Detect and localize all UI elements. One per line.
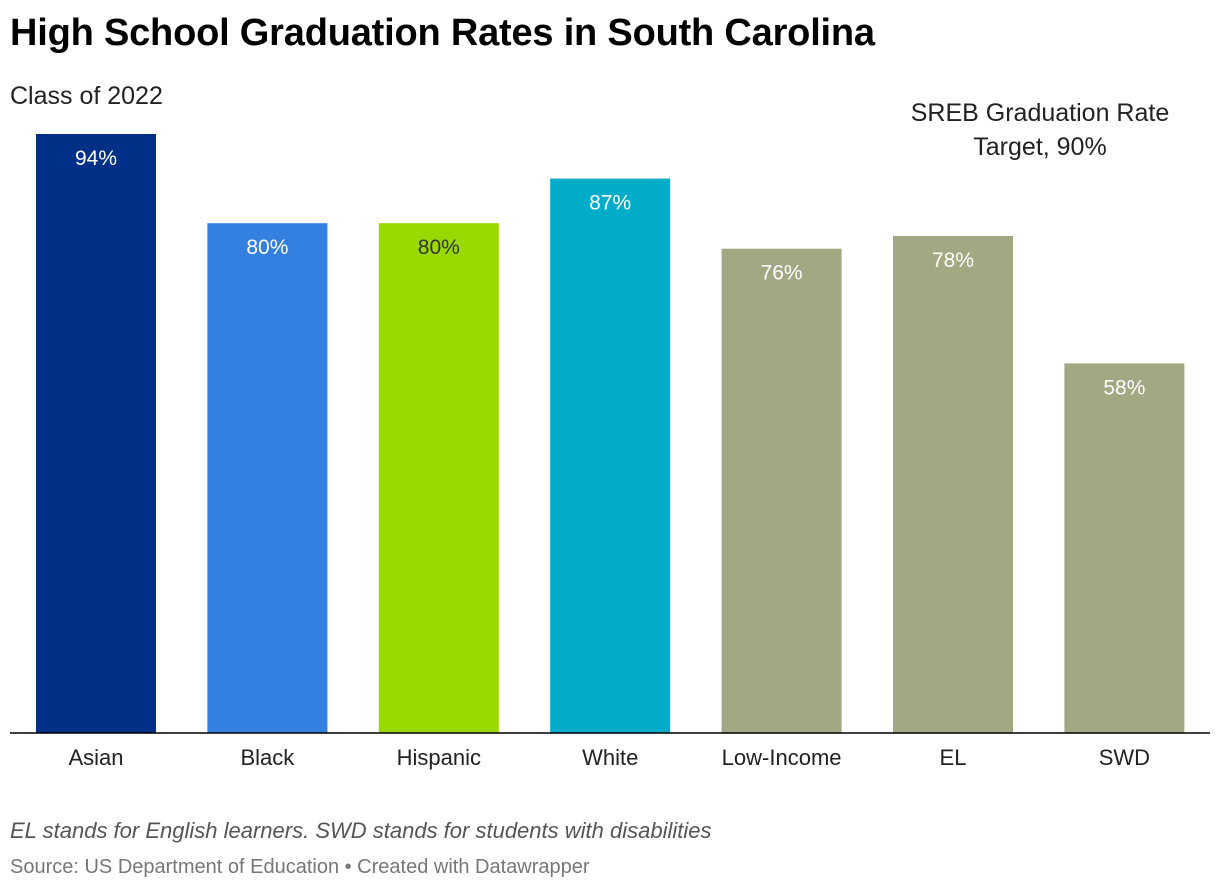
category-label: Hispanic (397, 745, 481, 770)
bar-swd (1064, 363, 1185, 733)
value-labels-group: 94% 80% 80% 87% 76% 78% 58% (75, 147, 1145, 399)
bar-low-income (721, 248, 842, 733)
bars-group (36, 134, 1185, 734)
category-label: Asian (68, 745, 123, 770)
category-label: SWD (1099, 745, 1150, 770)
value-label: 87% (589, 192, 631, 215)
category-label: Low-Income (722, 745, 842, 770)
category-labels-group: Asian Black Hispanic White Low-Income EL SWD (68, 745, 1150, 770)
value-label: 76% (761, 262, 803, 285)
category-label: White (582, 745, 638, 770)
bar-hispanic (378, 223, 499, 733)
value-label: 78% (932, 249, 974, 272)
source-credit: Source: US Department of Education • Cre… (10, 856, 590, 878)
value-label: 94% (75, 147, 117, 170)
value-label: 58% (1103, 376, 1145, 399)
category-label: EL (940, 745, 967, 770)
bar-white (550, 178, 671, 734)
target-annotation-line2: Target, 90% (973, 133, 1106, 161)
category-label: Black (241, 745, 296, 770)
value-label: 80% (246, 236, 288, 259)
chart-title: High School Graduation Rates in South Ca… (10, 12, 875, 54)
chart-subtitle: Class of 2022 (10, 82, 163, 110)
bar-black (207, 223, 328, 733)
target-annotation-line1: SREB Graduation Rate (911, 99, 1169, 127)
bar-el (893, 236, 1013, 733)
bar-asian (36, 134, 156, 733)
bar-chart: 94% 80% 80% 87% 76% 78% 58% Asian Black Hispanic… (10, 99, 1210, 770)
footnote: EL stands for English learners. SWD stan… (10, 818, 712, 843)
value-label: 80% (418, 236, 460, 259)
